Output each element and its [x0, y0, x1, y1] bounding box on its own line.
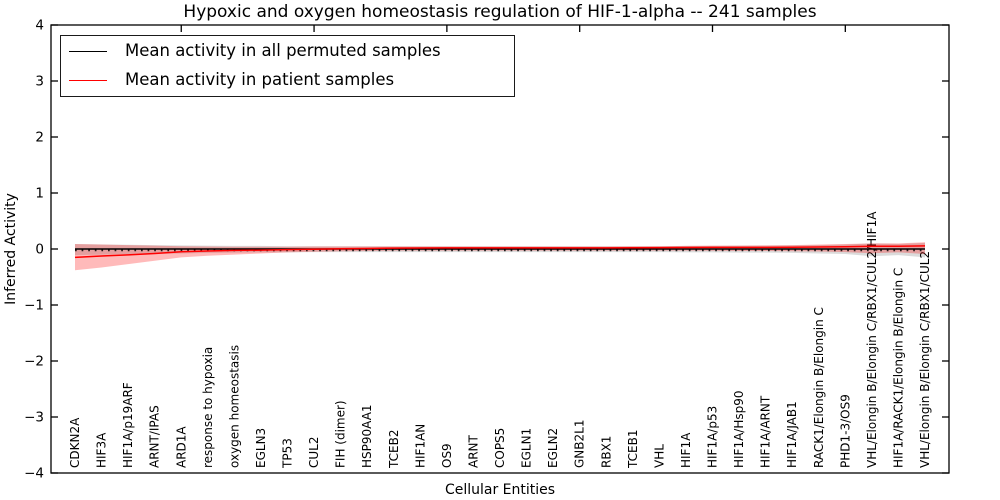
entity-label: TP53	[281, 438, 295, 469]
y-tick-label: 0	[35, 242, 44, 258]
permuted-band	[75, 242, 925, 258]
legend-entry-patient: Mean activity in patient samples	[61, 67, 514, 93]
y-axis-label: Inferred Activity	[3, 193, 19, 305]
entity-label: COPS5	[493, 428, 507, 468]
entity-label: HIF1A/p53	[706, 406, 720, 468]
legend-label: Mean activity in all permuted samples	[125, 41, 441, 61]
entity-label: CDKN2A	[68, 417, 82, 468]
entity-label: EGLN3	[254, 428, 268, 468]
plot-area: CDKN2A HIF3A HIF1A/p19ARF ARNT/IPAS ARD1A res…	[24, 18, 950, 482]
entity-label: EGLN2	[546, 428, 560, 468]
entity-label: VHL	[652, 444, 666, 468]
entity-label: OS9	[440, 443, 454, 468]
red-line-swatch	[69, 79, 107, 81]
y-tick-label: 3	[35, 74, 44, 90]
entity-label: TCEB2	[387, 430, 401, 469]
entity-label: RBX1	[599, 436, 613, 468]
y-tick-label: −2	[24, 354, 44, 370]
legend-entry-permuted: Mean activity in all permuted samples	[61, 39, 514, 65]
entity-label: HIF1A	[679, 432, 693, 468]
entity-label: PHD1-3/OS9	[838, 394, 852, 468]
entity-label: VHL/Elongin B/Elongin C/RBX1/CUL2/HIF1A	[865, 211, 879, 468]
entity-label: HIF1AN	[413, 424, 427, 468]
y-tick-label: 4	[35, 18, 44, 34]
entity-label: HIF1A/RACK1/Elongin B/Elongin C	[891, 268, 905, 468]
entity-label: ARNT/IPAS	[148, 405, 162, 468]
entity-label: response to hypoxia	[201, 347, 215, 468]
legend-label: Mean activity in patient samples	[125, 70, 395, 90]
entity-label: FIH (dimer)	[334, 400, 348, 468]
entity-label: HIF1A/ARNT	[759, 395, 773, 468]
y-tick-label: −1	[24, 298, 44, 314]
black-line-swatch	[69, 51, 107, 53]
y-tick-label: 2	[35, 130, 44, 146]
entity-label: HIF1A/Hsp90	[732, 390, 746, 468]
legend-box: Mean activity in all permuted samples Me…	[60, 35, 515, 97]
y-tick-label: −4	[24, 466, 44, 482]
entity-label: EGLN1	[520, 428, 534, 468]
entity-label: ARD1A	[174, 426, 188, 468]
patient-mean-line	[74, 245, 926, 259]
chart-title: Hypoxic and oxygen homeostasis regulatio…	[183, 2, 816, 22]
entity-label: TCEB1	[626, 430, 640, 469]
entity-label: HSP90AA1	[360, 404, 374, 468]
y-tick-label: 1	[35, 186, 44, 202]
entity-label: RACK1/Elongin B/Elongin C	[812, 307, 826, 468]
entity-label: oxygen homeostasis	[227, 345, 241, 468]
x-axis-label: Cellular Entities	[445, 482, 555, 498]
y-tick-label: −3	[24, 410, 44, 426]
entity-label: HIF1A/p19ARF	[121, 382, 135, 468]
entity-label: GNB2L1	[573, 420, 587, 468]
entity-label: HIF1A/JAB1	[785, 401, 799, 468]
entity-label: HIF3A	[95, 432, 109, 468]
entity-label: ARNT	[466, 434, 480, 468]
entity-label: VHL/Elongin B/Elongin C/RBX1/CUL2	[918, 251, 932, 468]
entity-label: CUL2	[307, 437, 321, 468]
